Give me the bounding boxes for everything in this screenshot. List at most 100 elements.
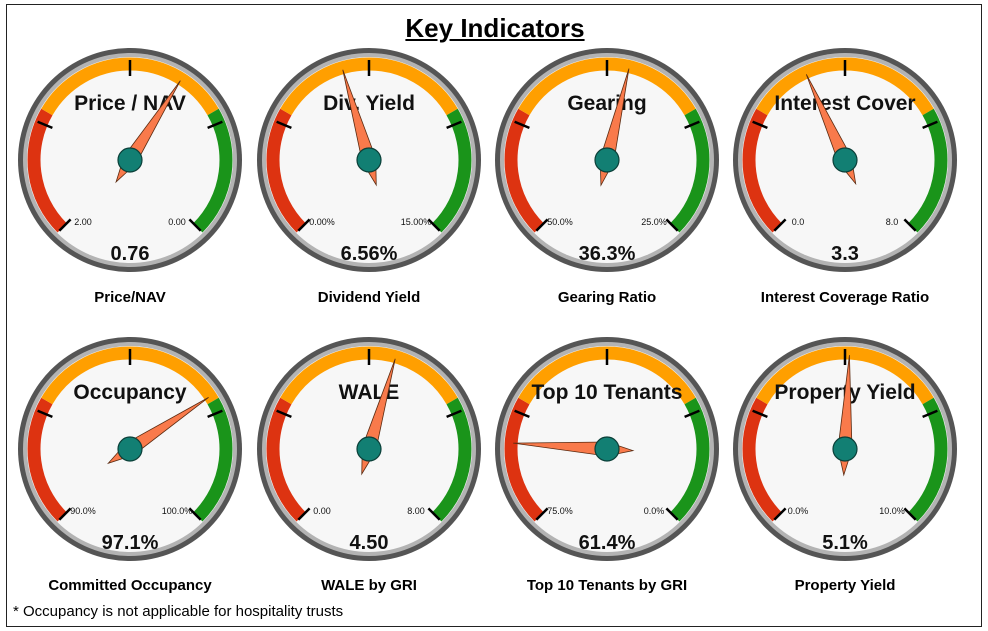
zone-green-arc bbox=[670, 397, 710, 522]
gauge-title: Div. Yield bbox=[323, 92, 415, 115]
tick-mark bbox=[922, 120, 938, 130]
zone-green-arc bbox=[432, 108, 472, 233]
gauge-max-label: 100.0% bbox=[162, 506, 193, 516]
tick-mark bbox=[427, 218, 441, 232]
tick-mark bbox=[752, 409, 768, 419]
gauge-min-label: 90.0% bbox=[70, 506, 96, 516]
zone-red-arc bbox=[27, 397, 67, 522]
zone-green-arc bbox=[193, 108, 233, 233]
tick-mark bbox=[188, 507, 202, 521]
tick-mark bbox=[514, 409, 530, 419]
gauge-min-label: 50.0% bbox=[547, 217, 573, 227]
gauge-value: 5.1% bbox=[822, 532, 868, 554]
zone-red-arc bbox=[27, 108, 67, 233]
zone-green-arc bbox=[193, 397, 233, 522]
gauge-value: 6.56% bbox=[341, 243, 398, 265]
zone-green-arc bbox=[908, 108, 948, 233]
footnote: * Occupancy is not applicable for hospit… bbox=[13, 603, 344, 620]
page-title: Key Indicators bbox=[405, 13, 585, 43]
gauge-caption: Property Yield bbox=[794, 577, 896, 594]
tick-mark bbox=[427, 507, 441, 521]
gauge-max-label: 8.0 bbox=[886, 217, 899, 227]
gauge-value: 0.76 bbox=[111, 243, 150, 265]
gauge-hub bbox=[594, 147, 620, 173]
tick-mark bbox=[207, 120, 223, 130]
zone-red-arc bbox=[504, 397, 544, 522]
gauge-max-label: 0.0% bbox=[644, 506, 665, 516]
tick-mark bbox=[535, 507, 549, 521]
gauge-value: 36.3% bbox=[579, 243, 636, 265]
gauge-value: 4.50 bbox=[350, 532, 389, 554]
gauge-hub bbox=[356, 147, 382, 173]
gauge-5: Occupancy 90.0% 100.0% 97.1% bbox=[18, 337, 242, 561]
gauge-1: Price / NAV 2.00 0.00 0.76 bbox=[18, 48, 242, 272]
zone-red-arc bbox=[266, 397, 306, 522]
tick-mark bbox=[684, 409, 700, 419]
zone-green-arc bbox=[670, 108, 710, 233]
zone-red-arc bbox=[504, 108, 544, 233]
tick-mark bbox=[188, 218, 202, 232]
gauge-hub bbox=[117, 147, 143, 173]
gauge-hub bbox=[594, 436, 620, 462]
zone-green-arc bbox=[432, 397, 472, 522]
gauge-4: Interest Cover 0.0 8.0 3.3 bbox=[733, 48, 957, 272]
tick-mark bbox=[903, 218, 917, 232]
tick-mark bbox=[446, 120, 462, 130]
gauge-min-label: 0.0% bbox=[788, 506, 809, 516]
tick-mark bbox=[665, 218, 679, 232]
key-indicators-panel: Key Indicators Price / NAV 2.00 0.00 0.76 Di… bbox=[6, 4, 982, 627]
gauge-title: Occupancy bbox=[73, 381, 187, 404]
tick-mark bbox=[922, 409, 938, 419]
gauge-3: Gearing 50.0% 25.0% 36.3% bbox=[495, 48, 719, 272]
tick-mark bbox=[665, 507, 679, 521]
gauge-hub bbox=[832, 436, 858, 462]
zone-red-arc bbox=[742, 397, 782, 522]
gauge-7: Top 10 Tenants 75.0% 0.0% 61.4% bbox=[495, 337, 719, 561]
gauge-2: Div. Yield 0.00% 15.00% 6.56% bbox=[257, 48, 481, 272]
gauge-min-label: 0.00% bbox=[309, 217, 335, 227]
gauge-caption: Committed Occupancy bbox=[48, 577, 212, 594]
gauge-max-label: 8.00 bbox=[407, 506, 425, 516]
gauge-6: WALE 0.00 8.00 4.50 bbox=[257, 337, 481, 561]
gauge-title: Interest Cover bbox=[774, 92, 915, 115]
tick-mark bbox=[37, 120, 53, 130]
zone-red-arc bbox=[742, 108, 782, 233]
gauge-caption: Dividend Yield bbox=[317, 289, 421, 306]
tick-mark bbox=[276, 120, 292, 130]
tick-mark bbox=[58, 507, 72, 521]
gauge-max-label: 15.00% bbox=[401, 217, 432, 227]
gauge-caption: Gearing Ratio bbox=[557, 289, 657, 306]
gauge-caption: Top 10 Tenants by GRI bbox=[526, 577, 688, 594]
gauge-value: 3.3 bbox=[831, 243, 859, 265]
tick-mark bbox=[535, 218, 549, 232]
gauge-min-label: 2.00 bbox=[74, 217, 92, 227]
tick-mark bbox=[752, 120, 768, 130]
tick-mark bbox=[37, 409, 53, 419]
gauge-max-label: 0.00 bbox=[168, 217, 186, 227]
gauge-value: 61.4% bbox=[579, 532, 636, 554]
gauge-caption: WALE by GRI bbox=[321, 577, 417, 594]
gauge-hub bbox=[117, 436, 143, 462]
tick-mark bbox=[297, 507, 311, 521]
tick-mark bbox=[773, 218, 787, 232]
zone-green-arc bbox=[908, 397, 948, 522]
tick-mark bbox=[276, 409, 292, 419]
tick-mark bbox=[446, 409, 462, 419]
gauge-title: Gearing bbox=[567, 92, 646, 115]
gauge-min-label: 0.00 bbox=[313, 506, 331, 516]
gauge-title: WALE bbox=[339, 381, 400, 404]
tick-mark bbox=[903, 507, 917, 521]
gauge-caption: Interest Coverage Ratio bbox=[760, 289, 930, 306]
gauges-area: Price / NAV 2.00 0.00 0.76 Div. Yield 0.00% 15… bbox=[18, 48, 957, 561]
gauge-title: Top 10 Tenants bbox=[532, 381, 683, 404]
gauge-min-label: 0.0 bbox=[792, 217, 805, 227]
gauge-hub bbox=[832, 147, 858, 173]
tick-mark bbox=[514, 120, 530, 130]
gauge-caption: Price/NAV bbox=[94, 289, 166, 306]
tick-mark bbox=[58, 218, 72, 232]
gauge-max-label: 25.0% bbox=[641, 217, 667, 227]
gauge-hub bbox=[356, 436, 382, 462]
zone-red-arc bbox=[266, 108, 306, 233]
gauge-title: Price / NAV bbox=[74, 92, 186, 115]
